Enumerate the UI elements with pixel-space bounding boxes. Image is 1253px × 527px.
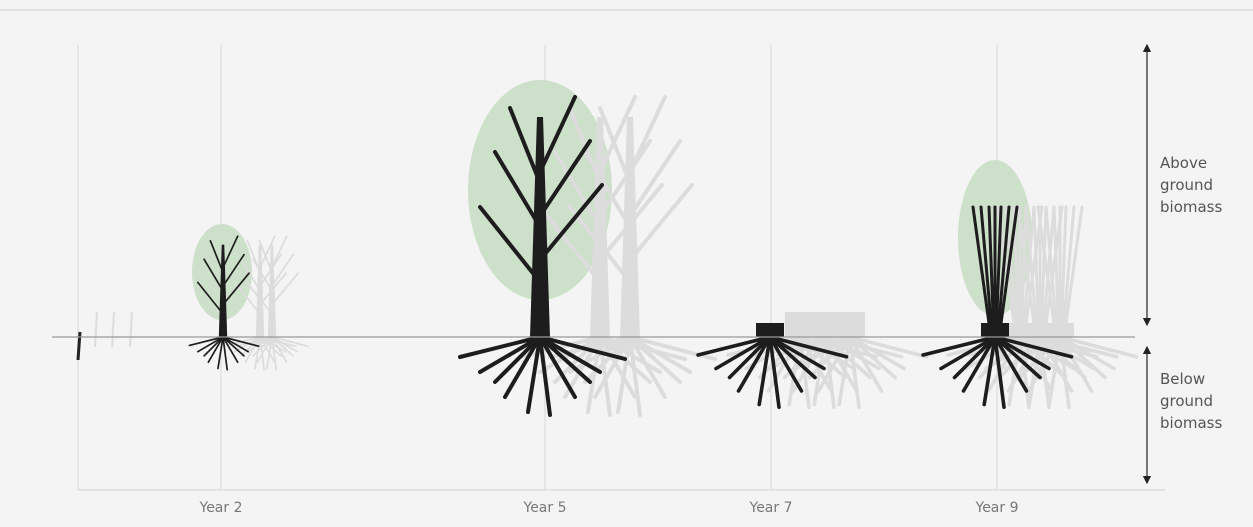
stump (785, 312, 815, 337)
branch (630, 185, 692, 260)
branch (272, 236, 287, 268)
branch (272, 273, 298, 305)
seedling (130, 312, 132, 347)
seedling (78, 332, 80, 360)
x-label: Year 9 (975, 500, 1019, 516)
above-label: Above ground biomass (1160, 152, 1250, 218)
diagram: Year 2 Year 5 Year 7 Year 9 (0, 0, 1253, 527)
stump (756, 323, 784, 337)
page: Year 2 Year 5 Year 7 Year 9 Above ground… (0, 0, 1253, 527)
branch (630, 97, 665, 172)
seedling (95, 312, 97, 347)
x-label: Year 7 (749, 500, 793, 516)
seedling (112, 312, 114, 347)
x-label: Year 5 (523, 500, 567, 516)
below-label: Below ground biomass (1160, 368, 1250, 434)
x-label: Year 2 (199, 500, 243, 516)
